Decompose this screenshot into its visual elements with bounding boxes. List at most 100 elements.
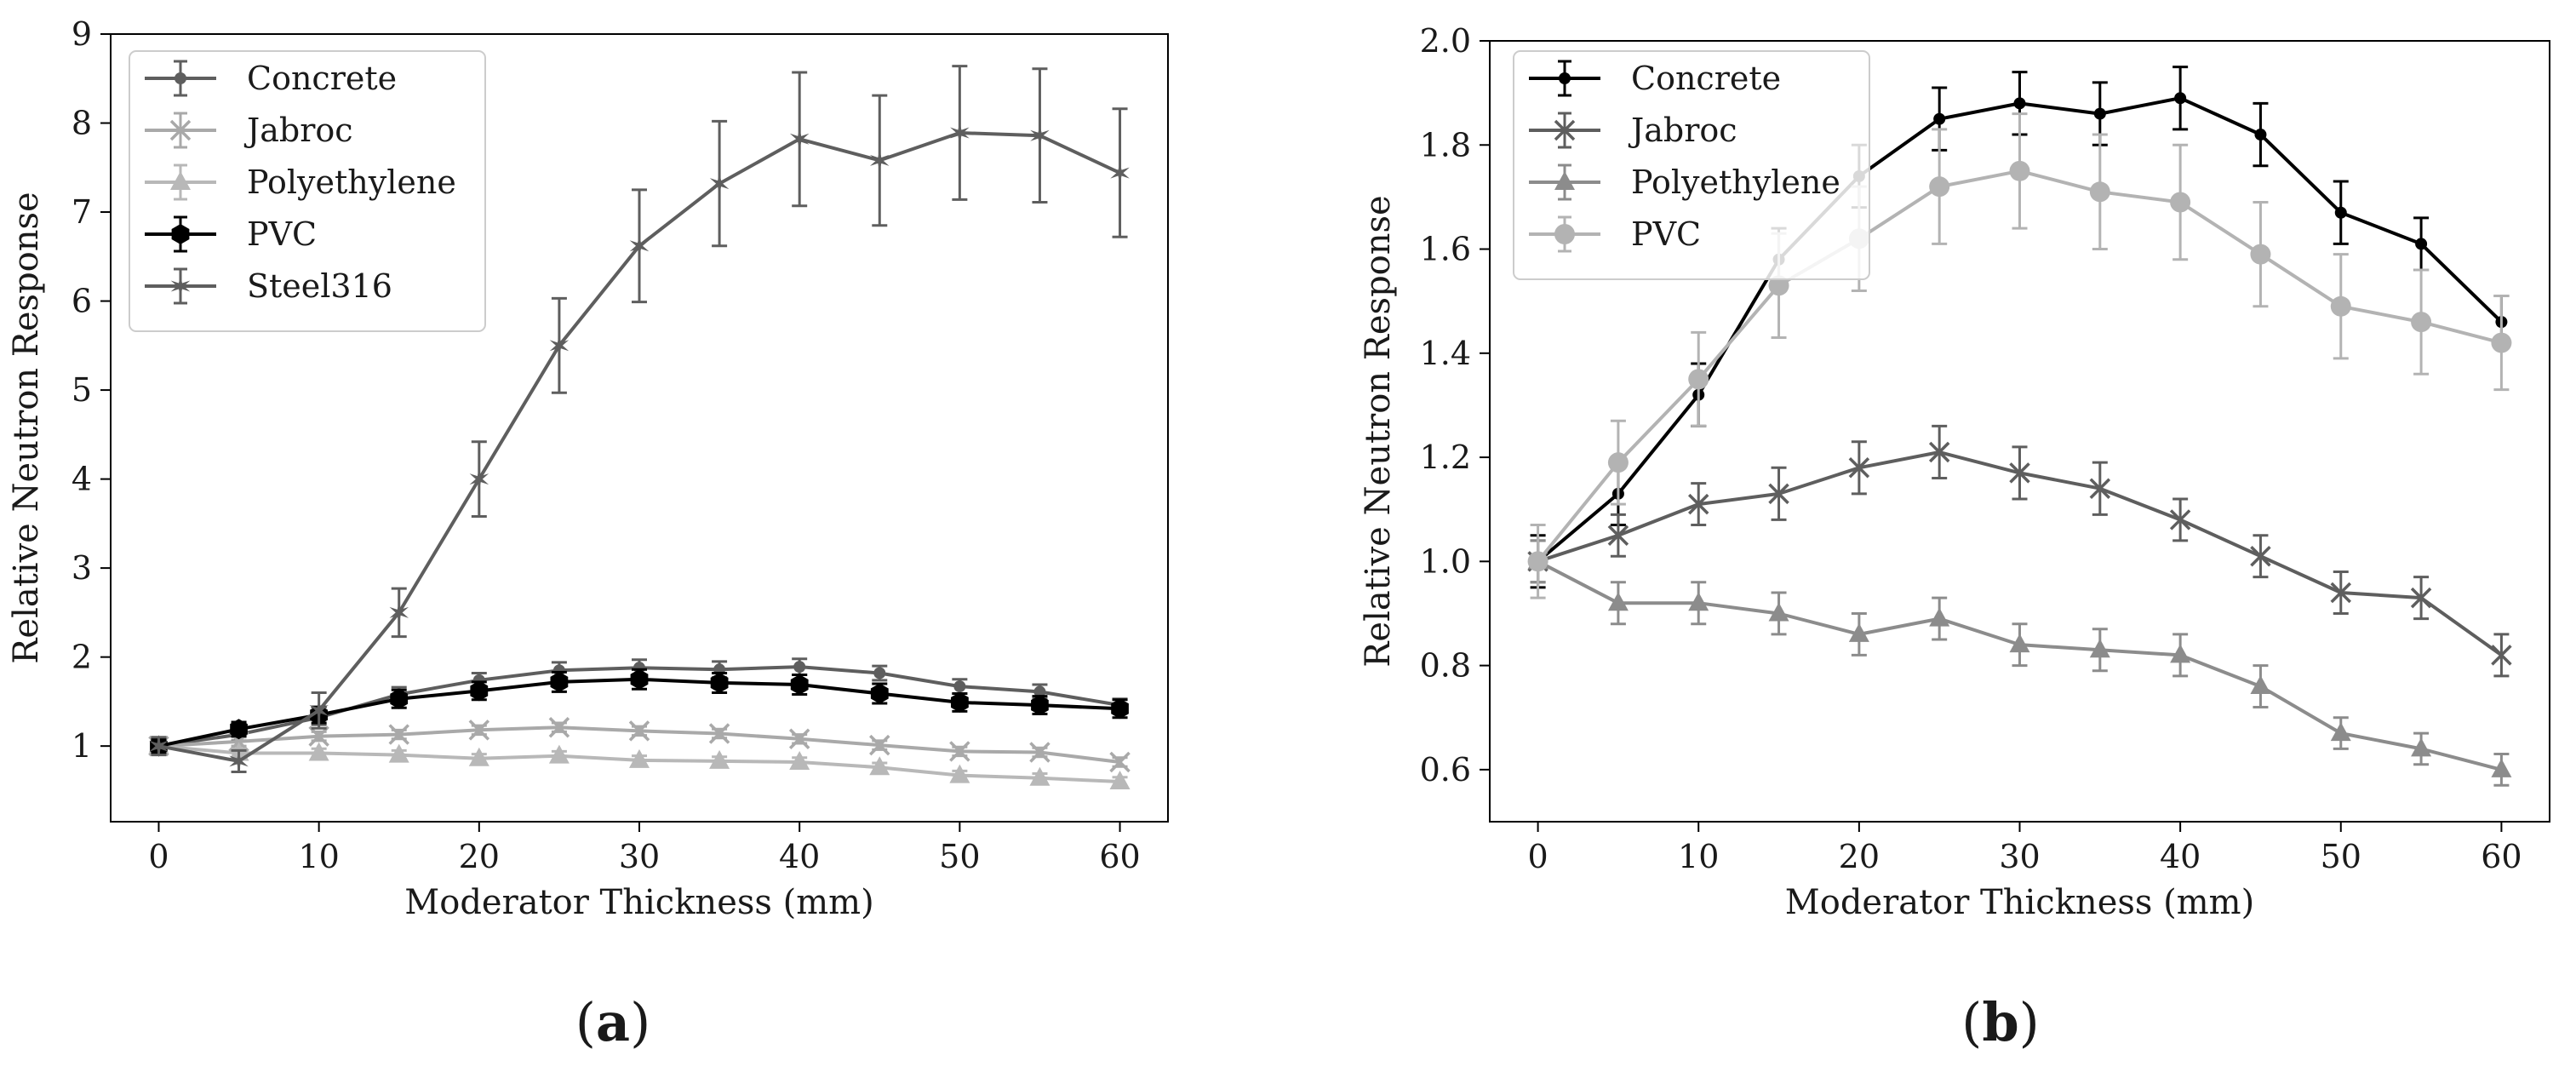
data-point xyxy=(1768,483,1789,505)
data-point xyxy=(1109,770,1131,789)
x-tick-label: 40 xyxy=(2160,838,2201,875)
y-axis-title: Relative Neutron Response xyxy=(1359,195,1398,667)
legend-label: Concrete xyxy=(1631,60,1781,97)
y-tick-label: 4 xyxy=(72,461,92,498)
y-tick-label: 1 xyxy=(72,727,92,765)
data-point xyxy=(2330,582,2352,604)
legend-label: PVC xyxy=(1631,215,1701,253)
data-point xyxy=(2254,129,2267,141)
y-tick-label: 2 xyxy=(72,639,92,676)
y-tick-label: 3 xyxy=(72,549,92,587)
legend-label: Polyethylene xyxy=(1631,163,1840,201)
data-point xyxy=(708,723,730,744)
data-point xyxy=(2009,634,2030,653)
data-point xyxy=(1928,441,1950,463)
data-point xyxy=(390,688,409,709)
data-point xyxy=(629,234,650,257)
data-point xyxy=(869,756,890,776)
data-point xyxy=(793,661,806,674)
legend-label: PVC xyxy=(247,215,317,253)
data-point xyxy=(2089,478,2111,499)
data-point xyxy=(1033,685,1046,698)
y-tick-label: 5 xyxy=(72,371,92,409)
data-point xyxy=(549,334,570,357)
data-point xyxy=(230,719,248,740)
data-point xyxy=(1768,602,1789,622)
x-tick-label: 30 xyxy=(1999,838,2040,875)
data-point xyxy=(1031,695,1049,716)
data-point xyxy=(789,750,810,770)
data-point xyxy=(468,720,490,741)
legend-marker xyxy=(175,72,186,84)
data-point xyxy=(1929,176,1950,198)
x-tick-label: 60 xyxy=(1099,838,1140,875)
y-tick-label: 1.4 xyxy=(1420,335,1471,372)
data-point xyxy=(951,691,969,713)
data-point xyxy=(2491,332,2512,353)
data-point xyxy=(548,716,570,738)
data-point xyxy=(550,671,569,692)
legend-marker xyxy=(1554,224,1575,244)
y-tick-label: 0.8 xyxy=(1420,647,1471,685)
data-point xyxy=(1933,112,1946,125)
series-steel316 xyxy=(149,65,1130,773)
x-axis-title: Moderator Thickness (mm) xyxy=(1785,883,2254,922)
data-point xyxy=(2170,192,2191,213)
data-point xyxy=(630,668,649,690)
y-tick-label: 7 xyxy=(72,193,92,231)
y-tick-label: 2.0 xyxy=(1420,22,1471,60)
y-tick-label: 8 xyxy=(72,105,92,142)
y-tick-label: 1.6 xyxy=(1420,231,1471,268)
data-point xyxy=(2089,181,2110,203)
data-point xyxy=(309,699,329,722)
legend-label: Jabroc xyxy=(243,112,353,149)
x-tick-label: 20 xyxy=(459,838,500,875)
x-tick-label: 0 xyxy=(1527,838,1548,875)
data-point xyxy=(2491,645,2512,666)
legend: Concrete Jabroc Polyethylene PVC xyxy=(1513,50,1870,280)
data-point xyxy=(1688,592,1709,611)
data-point xyxy=(388,724,409,745)
data-point xyxy=(308,725,329,747)
data-point xyxy=(873,667,886,679)
x-tick-label: 10 xyxy=(1678,838,1719,875)
data-point xyxy=(2410,587,2432,609)
data-point xyxy=(2491,758,2512,777)
data-point xyxy=(709,749,730,769)
legend: Concrete Jabroc Polyethylene PVC Steel316 xyxy=(129,50,486,332)
data-point xyxy=(1029,742,1050,763)
legend-marker xyxy=(1559,72,1571,84)
data-point xyxy=(949,741,970,762)
data-point xyxy=(790,674,809,695)
data-point xyxy=(2250,675,2271,695)
x-tick-label: 60 xyxy=(2481,838,2522,875)
legend-marker xyxy=(171,224,190,244)
x-tick-label: 30 xyxy=(619,838,660,875)
y-tick-label: 1.8 xyxy=(1420,126,1471,163)
data-point xyxy=(870,149,890,172)
legend-label: Concrete xyxy=(247,60,397,97)
data-point xyxy=(1929,607,1950,627)
data-point xyxy=(1607,592,1629,611)
data-point xyxy=(2174,92,2187,105)
data-point xyxy=(389,601,409,624)
data-point xyxy=(308,742,329,761)
series-polyethylene xyxy=(1527,539,2512,787)
x-tick-label: 0 xyxy=(148,838,169,875)
data-point xyxy=(2093,107,2106,120)
data-point xyxy=(629,748,650,768)
data-point xyxy=(1030,124,1050,147)
data-point xyxy=(470,680,489,702)
x-tick-label: 50 xyxy=(2321,838,2361,875)
data-point xyxy=(149,735,169,758)
data-point xyxy=(2089,639,2110,658)
y-tick-label: 6 xyxy=(72,283,92,320)
data-point xyxy=(949,764,970,783)
data-point xyxy=(1607,525,1629,547)
legend-marker xyxy=(1554,119,1576,141)
data-point xyxy=(1848,622,1869,642)
data-point xyxy=(1527,551,1548,572)
panel-label: (b) xyxy=(1961,991,2040,1053)
data-point xyxy=(468,747,489,766)
